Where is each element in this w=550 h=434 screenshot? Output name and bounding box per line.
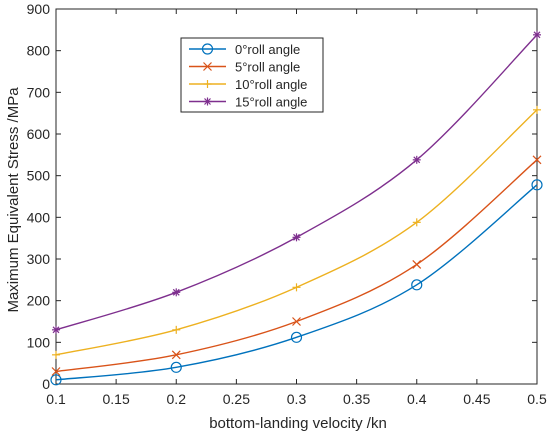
x-tick-label: 0.15: [103, 391, 130, 407]
x-axis-label: bottom-landing velocity /kn: [209, 415, 387, 432]
legend-box: [180, 37, 324, 113]
data-point-plus: [533, 105, 541, 114]
data-point-star: [292, 233, 301, 242]
x-tick-label: 0.4: [407, 391, 427, 407]
data-point-x: [171, 350, 181, 360]
data-point-circle: [290, 331, 303, 343]
series-1: [51, 155, 542, 376]
data-point-circle: [201, 43, 214, 55]
data-point-star: [172, 288, 181, 297]
series-layer: [50, 30, 543, 386]
legend-item: 15°roll angle: [189, 95, 307, 110]
x-tick-label: 0.25: [223, 391, 250, 407]
y-tick-label: 600: [27, 126, 51, 142]
y-tick-label: 300: [27, 251, 51, 267]
x-tick-label: 0.35: [343, 391, 370, 407]
y-tick-label: 700: [27, 84, 51, 100]
legend-label: 15°roll angle: [235, 95, 307, 110]
data-point-plus: [172, 325, 181, 334]
x-tick-label: 0.5: [527, 391, 547, 407]
legend-label: 10°roll angle: [235, 77, 307, 92]
data-point-star: [52, 325, 60, 334]
data-point-x: [412, 259, 422, 269]
data-point-plus: [412, 218, 421, 227]
series-line: [55, 184, 538, 381]
data-point-circle: [411, 279, 423, 291]
legend-label: 0°roll angle: [235, 42, 300, 57]
data-point-circle: [170, 361, 182, 373]
data-point-circle: [50, 374, 62, 386]
y-tick-label: 100: [27, 334, 51, 350]
data-point-circle: [531, 179, 543, 191]
data-point-x: [532, 155, 542, 165]
y-tick-label: 0: [42, 376, 50, 392]
x-tick-label: 0.3: [287, 391, 307, 407]
y-tick-label: 500: [27, 168, 51, 184]
series-2: [52, 105, 541, 359]
data-point-plus: [292, 283, 301, 292]
data-point-x: [51, 367, 61, 376]
data-point-plus: [203, 80, 212, 88]
data-point-star: [412, 155, 421, 164]
series-3: [52, 30, 541, 334]
x-tick-label: 0.45: [463, 391, 490, 407]
legend-item: 0°roll angle: [189, 42, 300, 57]
y-tick-label: 200: [27, 293, 51, 309]
data-point-star: [203, 97, 212, 106]
data-point-x: [292, 317, 301, 326]
series-0: [50, 179, 543, 386]
x-tick-label: 0.2: [167, 391, 187, 407]
y-tick-label: 800: [27, 43, 51, 59]
legend: 0°roll angle 5°roll angle 10°roll angle 15°…: [180, 37, 324, 113]
legend-label: 5°roll angle: [235, 60, 300, 75]
data-point-plus: [52, 350, 60, 359]
legend-item: 10°roll angle: [189, 77, 307, 92]
y-axis: 0 100 200 300 400 500 600 700 800 900: [27, 1, 537, 392]
data-point-x: [203, 62, 212, 71]
y-tick-label: 900: [27, 1, 51, 17]
y-axis-label: Maximum Equivalent Stress /MPa: [5, 87, 22, 313]
x-axis: 0.1 0.15 0.2 0.25 0.3 0.35 0.4 0.45 0.5: [46, 9, 547, 407]
x-tick-label: 0.1: [46, 391, 66, 407]
data-point-star: [533, 30, 541, 39]
y-tick-label: 400: [27, 209, 51, 225]
legend-item: 5°roll angle: [189, 60, 300, 75]
